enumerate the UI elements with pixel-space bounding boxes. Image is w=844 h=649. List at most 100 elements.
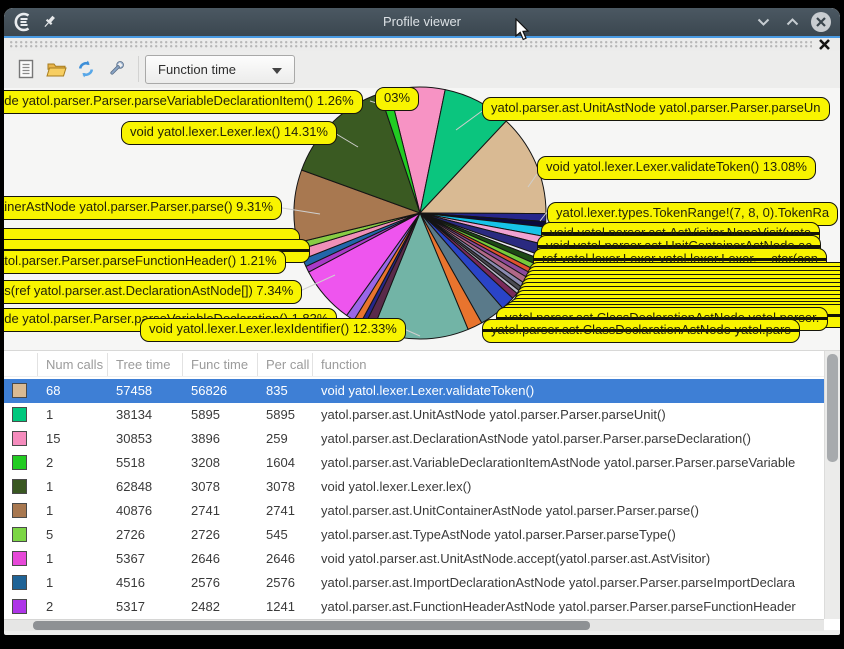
tree-time-cell: 2726 [116,527,145,542]
func-time-cell: 2741 [191,503,220,518]
per-call-header[interactable]: Per call [258,353,313,376]
num-calls-cell: 1 [46,551,54,566]
num-calls-cell: 2 [46,599,54,614]
tree-time-cell: 30853 [116,431,153,446]
function-cell: yatol.parser.ast.DeclarationAstNode yato… [321,431,751,446]
minimize-button[interactable] [752,11,774,33]
horizontal-scrollbar[interactable] [4,619,824,631]
num-calls-cell: 5 [46,527,54,542]
window-title: Profile viewer [382,14,462,29]
func-time-cell: 5895 [191,407,220,422]
func-time-cell: 3078 [191,479,220,494]
dock-header[interactable] [4,38,840,51]
num-calls-cell: 2 [46,455,54,470]
table-row[interactable]: 1 38134 5895 5895 yatol.parser.ast.UnitAstNo… [4,403,824,427]
num-calls-cell: 15 [46,431,61,446]
function-cell: yatol.parser.ast.ImportDeclarationAstNod… [321,575,795,590]
dock-close-icon[interactable] [818,38,832,51]
function-cell: yatol.parser.ast.VariableDeclarationItem… [321,455,796,470]
tree-time-cell: 4516 [116,575,145,590]
tree-time-cell: 38134 [116,407,153,422]
horizontal-scrollbar-thumb[interactable] [33,621,590,630]
per-call-cell: 2741 [266,503,295,518]
func-time-header[interactable]: Func time [183,353,258,376]
dock-grip[interactable] [10,41,812,49]
profile-viewer-window: Profile viewer [4,8,840,635]
function-header[interactable]: function [321,357,367,372]
toolbar-separator [138,56,139,82]
pin-icon[interactable] [42,14,58,35]
table-row[interactable]: 2 5518 3208 1604 yatol.parser.ast.VariableDe… [4,451,824,475]
per-call-cell: 545 [266,527,288,542]
function-cell: yatol.parser.ast.TypeAstNode yatol.parse… [321,527,676,542]
tree-time-cell: 5317 [116,599,145,614]
num-calls-cell: 1 [46,503,54,518]
tree-time-cell: 5518 [116,455,145,470]
vertical-scrollbar[interactable] [824,351,840,619]
num-calls-cell: 1 [46,575,54,590]
per-call-cell: 259 [266,431,288,446]
function-cell: void yatol.lexer.Lexer.validateToken() [321,383,535,398]
per-call-cell: 2646 [266,551,295,566]
per-call-cell: 1241 [266,599,295,614]
row-color-swatch [12,575,27,590]
row-color-swatch [12,431,27,446]
row-color-swatch [12,455,27,470]
tree-time-header[interactable]: Tree time [108,353,183,376]
titlebar-accent-line [4,36,840,38]
row-color-swatch [12,599,27,614]
view-mode-combobox[interactable]: Function time [145,55,295,84]
vertical-scrollbar-thumb[interactable] [827,354,838,462]
num-calls-cell: 1 [46,479,54,494]
open-folder-icon[interactable] [44,57,68,81]
table-row[interactable]: 1 5367 2646 2646 void yatol.parser.ast.UnitA… [4,547,824,571]
func-time-cell: 2482 [191,599,220,614]
func-time-cell: 3208 [191,455,220,470]
refresh-icon[interactable] [74,57,98,81]
per-call-cell: 2576 [266,575,295,590]
func-time-cell: 3896 [191,431,220,446]
function-cell: yatol.parser.ast.UnitContainerAstNode ya… [321,503,699,518]
tree-time-cell: 62848 [116,479,153,494]
toolbar: Function time [4,51,840,88]
close-button[interactable] [810,11,832,33]
wrench-icon[interactable] [104,57,128,81]
titlebar[interactable]: Profile viewer [4,8,840,36]
row-color-swatch [12,527,27,542]
function-cell: yatol.parser.ast.FunctionHeaderAstNode y… [321,599,796,614]
chevron-down-icon [272,68,282,74]
table-header[interactable]: Num calls Tree time Func time Per call f… [4,353,824,377]
func-time-cell: 2576 [191,575,220,590]
app-icon [12,11,34,38]
pie-slice[interactable] [419,120,547,215]
row-color-swatch [12,383,27,398]
pie-chart[interactable] [290,83,550,343]
func-time-cell: 56826 [191,383,228,398]
func-time-cell: 2646 [191,551,220,566]
function-cell: void yatol.lexer.Lexer.lex() [321,479,472,494]
table-row[interactable]: 2 5317 2482 1241 yatol.parser.ast.FunctionHe… [4,595,824,619]
combobox-value: Function time [158,62,237,77]
table-row[interactable]: 15 30853 3896 259 yatol.parser.ast.Declarati… [4,427,824,451]
tree-time-cell: 40876 [116,503,153,518]
table-row[interactable]: 1 40876 2741 2741 yatol.parser.ast.UnitConta… [4,499,824,523]
per-call-cell: 835 [266,383,288,398]
row-color-swatch [12,479,27,494]
table-row[interactable]: 1 62848 3078 3078 void yatol.lexer.Lexer.lex… [4,475,824,499]
swatch-column-header[interactable] [4,353,38,376]
num-calls-header[interactable]: Num calls [38,353,108,376]
table-row[interactable]: 5 2726 2726 545 yatol.parser.ast.TypeAstNode… [4,523,824,547]
row-color-swatch [12,407,27,422]
mouse-cursor [515,17,531,47]
function-cell: yatol.parser.ast.UnitAstNode yatol.parse… [321,407,666,422]
per-call-cell: 1604 [266,455,295,470]
maximize-button[interactable] [781,11,803,33]
func-time-cell: 2726 [191,527,220,542]
table-row[interactable]: 68 57458 56826 835 void yatol.lexer.Lexer.va… [4,379,824,403]
table-row[interactable]: 1 4516 2576 2576 yatol.parser.ast.ImportDecl… [4,571,824,595]
report-icon[interactable] [14,57,38,81]
row-color-swatch [12,551,27,566]
row-color-swatch [12,503,27,518]
tree-time-cell: 5367 [116,551,145,566]
